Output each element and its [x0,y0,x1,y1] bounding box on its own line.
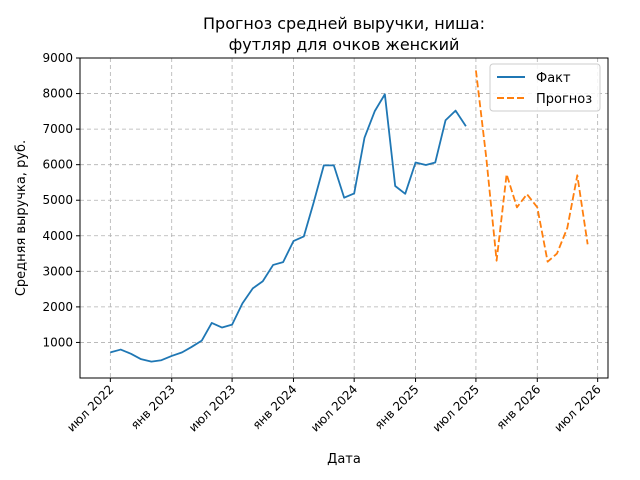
x-tick-label: янв 2024 [250,382,300,432]
plot-frame [79,57,609,379]
x-tick-label: янв 2026 [494,382,544,432]
series-lines [110,70,589,363]
x-tick-label: июл 2024 [308,382,360,434]
x-tick-label: июл 2022 [64,382,116,434]
chart-title-line-1: Прогноз средней выручки, ниша: [203,14,485,33]
series-line-forecast [475,70,589,263]
x-axis-ticks: июл 2022 янв 2023 июл 2023 янв 2024 июл 2024… [64,378,604,435]
y-tick-label: 2000 [42,300,73,314]
x-axis-label: Дата [327,452,361,467]
series-line-fact [110,93,467,363]
grid-lines [80,57,608,378]
y-tick-label: 6000 [42,158,73,172]
legend-box [489,63,601,112]
y-tick-label: 5000 [42,193,73,207]
y-axis-ticks: 1000 2000 3000 4000 5000 6000 7000 8000 9000 [42,51,80,349]
y-axis-label: Средняя выручка, руб. [14,140,29,296]
chart-title-line-2: футляр для очков женский [229,35,460,54]
x-tick-label: янв 2025 [372,382,422,432]
legend: Факт Прогноз [489,63,601,112]
y-tick-label: 8000 [42,87,73,101]
y-tick-label: 7000 [42,122,73,136]
y-tick-label: 3000 [42,264,73,278]
y-tick-label: 1000 [42,335,73,349]
legend-label-forecast: Прогноз [536,92,592,107]
y-tick-label: 4000 [42,229,73,243]
x-tick-label: июл 2025 [430,382,482,434]
legend-label-fact: Факт [536,71,571,86]
x-tick-label: июл 2026 [551,382,603,434]
x-tick-label: янв 2023 [128,382,178,432]
y-tick-label: 9000 [42,51,73,65]
x-tick-label: июл 2023 [186,382,238,434]
